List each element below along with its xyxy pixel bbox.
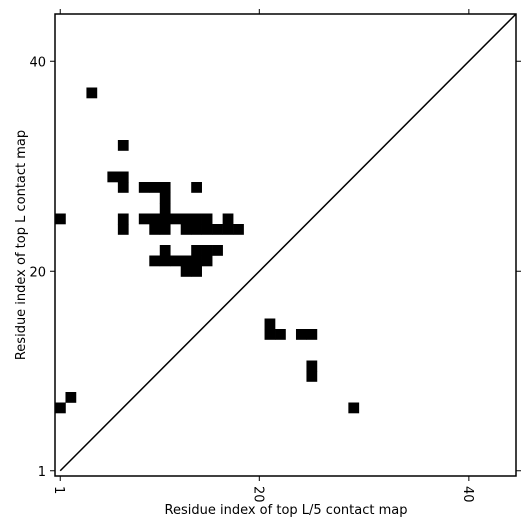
contact-cell — [117, 171, 129, 183]
contact-cell — [117, 224, 129, 235]
contact-cell — [149, 213, 161, 225]
contact-cell — [201, 255, 213, 267]
contact-cell — [159, 182, 171, 193]
contact-cell — [86, 87, 98, 99]
y-axis-label: Residue index of top L contact map — [14, 130, 29, 360]
x-tick-label: 20 — [250, 486, 265, 503]
contact-cell — [212, 224, 223, 235]
y-tick-label: 40 — [29, 55, 46, 70]
contact-cell — [201, 213, 213, 225]
contact-cell — [159, 245, 171, 256]
x-axis-label: Residue index of top L/5 contact map — [165, 503, 408, 518]
contact-cell — [222, 213, 234, 225]
x-tick-label: 1 — [51, 486, 66, 494]
contact-cell — [191, 182, 202, 193]
contact-cell — [117, 182, 129, 193]
contact-cell — [159, 203, 171, 214]
contact-cell — [149, 255, 161, 267]
plot-frame — [54, 13, 517, 477]
contact-cell — [107, 171, 119, 183]
contact-cell — [159, 192, 171, 204]
x-tick-label: 40 — [460, 486, 475, 503]
contact-cell — [306, 360, 318, 372]
contact-cell — [65, 392, 77, 403]
contact-cell — [138, 213, 150, 225]
contact-cell — [306, 371, 318, 382]
contact-cell — [149, 224, 161, 235]
contact-cell — [264, 318, 276, 330]
contact-cell — [275, 329, 286, 340]
contact-cell — [306, 329, 318, 340]
contact-cell — [201, 224, 213, 235]
contact-cell — [191, 245, 202, 256]
contact-cell — [222, 224, 234, 235]
contact-cell — [159, 224, 171, 235]
diagonal-line — [59, 13, 517, 472]
contact-cell — [117, 213, 129, 225]
contact-cell — [348, 402, 360, 414]
contact-cell — [233, 224, 244, 235]
contact-cell — [149, 182, 161, 193]
contact-cell — [55, 213, 66, 225]
contact-cell — [264, 329, 276, 340]
contact-cell — [170, 213, 182, 225]
contact-cell — [191, 224, 202, 235]
contact-cell — [295, 329, 307, 340]
contact-cell — [191, 266, 202, 277]
contact-cell — [180, 266, 192, 277]
contact-cell — [201, 245, 213, 256]
contact-cell — [180, 255, 192, 267]
contact-cell — [159, 255, 171, 267]
contact-cell — [55, 402, 66, 414]
contact-cell — [138, 182, 150, 193]
y-tick-label: 20 — [29, 265, 46, 280]
contact-cell — [117, 140, 129, 151]
y-tick-label: 1 — [38, 465, 46, 480]
contact-cell — [212, 245, 223, 256]
contact-cell — [180, 213, 192, 225]
contact-cell — [180, 224, 192, 235]
contact-cell — [159, 213, 171, 225]
contact-cell — [191, 255, 202, 267]
contact-cell — [191, 213, 202, 225]
contact-cell — [170, 255, 182, 267]
